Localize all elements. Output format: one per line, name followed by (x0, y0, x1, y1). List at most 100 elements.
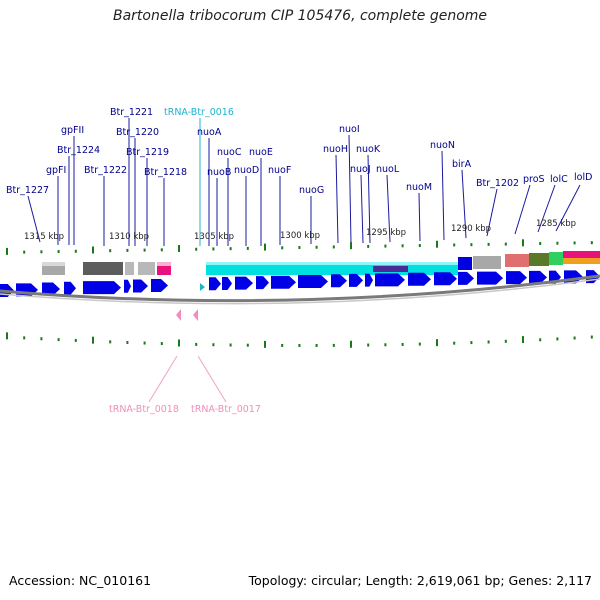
gene-label[interactable]: nuoJ (350, 164, 371, 175)
cds-arrow[interactable] (83, 281, 121, 295)
cds-arrow[interactable] (151, 278, 168, 292)
gene-label[interactable]: nuoD (234, 165, 259, 176)
gene-feature[interactable] (138, 262, 155, 275)
cds-arrow[interactable] (458, 271, 474, 285)
scale-tick (195, 247, 198, 251)
gene-label[interactable]: Btr_1222 (84, 165, 127, 176)
trna-label[interactable]: tRNA-Btr_0017 (191, 404, 261, 415)
gene-feature[interactable] (83, 262, 123, 275)
scale-tick (401, 244, 404, 248)
gene-label[interactable]: Btr_1227 (6, 185, 49, 196)
gene-label[interactable]: nuoI (339, 124, 360, 135)
gene-label[interactable]: nuoC (217, 147, 242, 158)
trna-marker[interactable] (176, 309, 181, 321)
gene-label[interactable]: birA (452, 159, 472, 170)
gene-label[interactable]: Btr_1219 (126, 147, 169, 158)
scale-tick (470, 341, 473, 345)
cds-arrow[interactable] (124, 279, 131, 293)
cds-arrow[interactable] (408, 272, 431, 286)
gene-label[interactable]: gpFI (46, 165, 66, 176)
gene-label[interactable]: nuoL (376, 164, 400, 175)
scale-tick (590, 335, 593, 339)
scale-tick (315, 343, 318, 347)
gene-label[interactable]: nuoH (323, 144, 348, 155)
map-title: Bartonella tribocorum CIP 105476, comple… (112, 8, 488, 24)
gene-label[interactable]: nuoB (207, 167, 231, 178)
gene-feature[interactable] (505, 254, 529, 267)
scale-tick (384, 343, 387, 347)
gene-feature[interactable] (563, 258, 600, 264)
leader-line (486, 188, 498, 237)
cds-arrow[interactable] (256, 276, 269, 290)
gene-label[interactable]: nuoM (406, 182, 432, 193)
scale-tick (573, 336, 576, 340)
scale-tick (246, 246, 249, 250)
trna-marker[interactable] (200, 283, 205, 291)
gene-label[interactable]: Btr_1221 (110, 107, 153, 118)
cds-arrow[interactable] (133, 279, 148, 293)
scale-tick (436, 240, 438, 248)
leader-line (514, 184, 531, 235)
gene-label[interactable]: nuoK (356, 144, 381, 155)
cds-arrow[interactable] (298, 275, 328, 289)
scale-tick (74, 249, 77, 253)
cds-arrow[interactable] (529, 270, 547, 284)
cds-arrow[interactable] (506, 271, 527, 285)
scale-tick (401, 342, 404, 346)
genome-backbone-shadow (0, 278, 600, 305)
trna-markers: tRNA-Btr_0018 tRNA-Btr_0017 (109, 283, 261, 415)
gene-feature[interactable] (473, 256, 501, 269)
genome-backbone (0, 274, 600, 303)
gene-label[interactable]: Btr_1224 (57, 145, 100, 156)
cds-arrow[interactable] (375, 273, 405, 287)
gene-feature[interactable] (529, 253, 549, 266)
gene-feature[interactable] (563, 251, 600, 258)
cds-arrow[interactable] (42, 282, 60, 296)
scale-tick (6, 247, 8, 255)
trna-label[interactable]: tRNA-Btr_0018 (109, 404, 179, 415)
gene-label[interactable]: nuoA (197, 127, 222, 138)
scale-label: 1315 kbp (24, 232, 64, 242)
gene-label[interactable]: nuoG (299, 185, 324, 196)
cds-arrow[interactable] (365, 273, 373, 287)
gene-label[interactable]: Btr_1218 (144, 167, 187, 178)
cds-arrow[interactable] (64, 281, 76, 295)
trna-marker[interactable] (193, 309, 198, 321)
gene-label[interactable]: lolC (550, 174, 568, 185)
gene-label[interactable]: Btr_1220 (116, 127, 159, 138)
cds-arrow[interactable] (209, 277, 221, 291)
cds-arrow[interactable] (477, 271, 503, 285)
scale-tick (436, 339, 438, 347)
scale-tick (522, 239, 524, 247)
gene-feature[interactable] (373, 266, 408, 272)
scale-tick (539, 338, 542, 342)
scale-tick (315, 245, 318, 249)
gene-label[interactable]: Btr_1202 (476, 178, 519, 189)
gene-label[interactable]: nuoF (268, 165, 291, 176)
gene-label[interactable]: nuoE (249, 147, 273, 158)
gene-label[interactable]: proS (523, 174, 545, 185)
gene-label[interactable]: nuoN (430, 140, 455, 151)
scale-tick (23, 336, 26, 340)
scale-tick (418, 244, 421, 248)
gene-feature[interactable] (125, 262, 134, 275)
gene-feature[interactable] (549, 252, 563, 265)
cds-arrow[interactable] (271, 275, 296, 289)
gene-feature[interactable] (458, 257, 472, 270)
scale-tick (556, 337, 559, 341)
scale-tick (92, 246, 94, 254)
scale-tick (332, 343, 335, 347)
cds-arrow[interactable] (331, 274, 347, 288)
cds-arrow[interactable] (349, 273, 363, 287)
scale-label: 1305 kbp (194, 232, 234, 242)
cds-arrow[interactable] (434, 272, 457, 286)
scale-tick (367, 244, 370, 248)
cds-arrow[interactable] (235, 276, 253, 290)
gene-label[interactable]: gpFII (61, 125, 84, 136)
gene-label[interactable]: lolD (574, 172, 592, 183)
scale-tick (573, 241, 576, 245)
scale-tick (178, 339, 180, 347)
trna-label[interactable]: tRNA-Btr_0016 (164, 107, 234, 118)
cds-arrow[interactable] (222, 276, 232, 290)
